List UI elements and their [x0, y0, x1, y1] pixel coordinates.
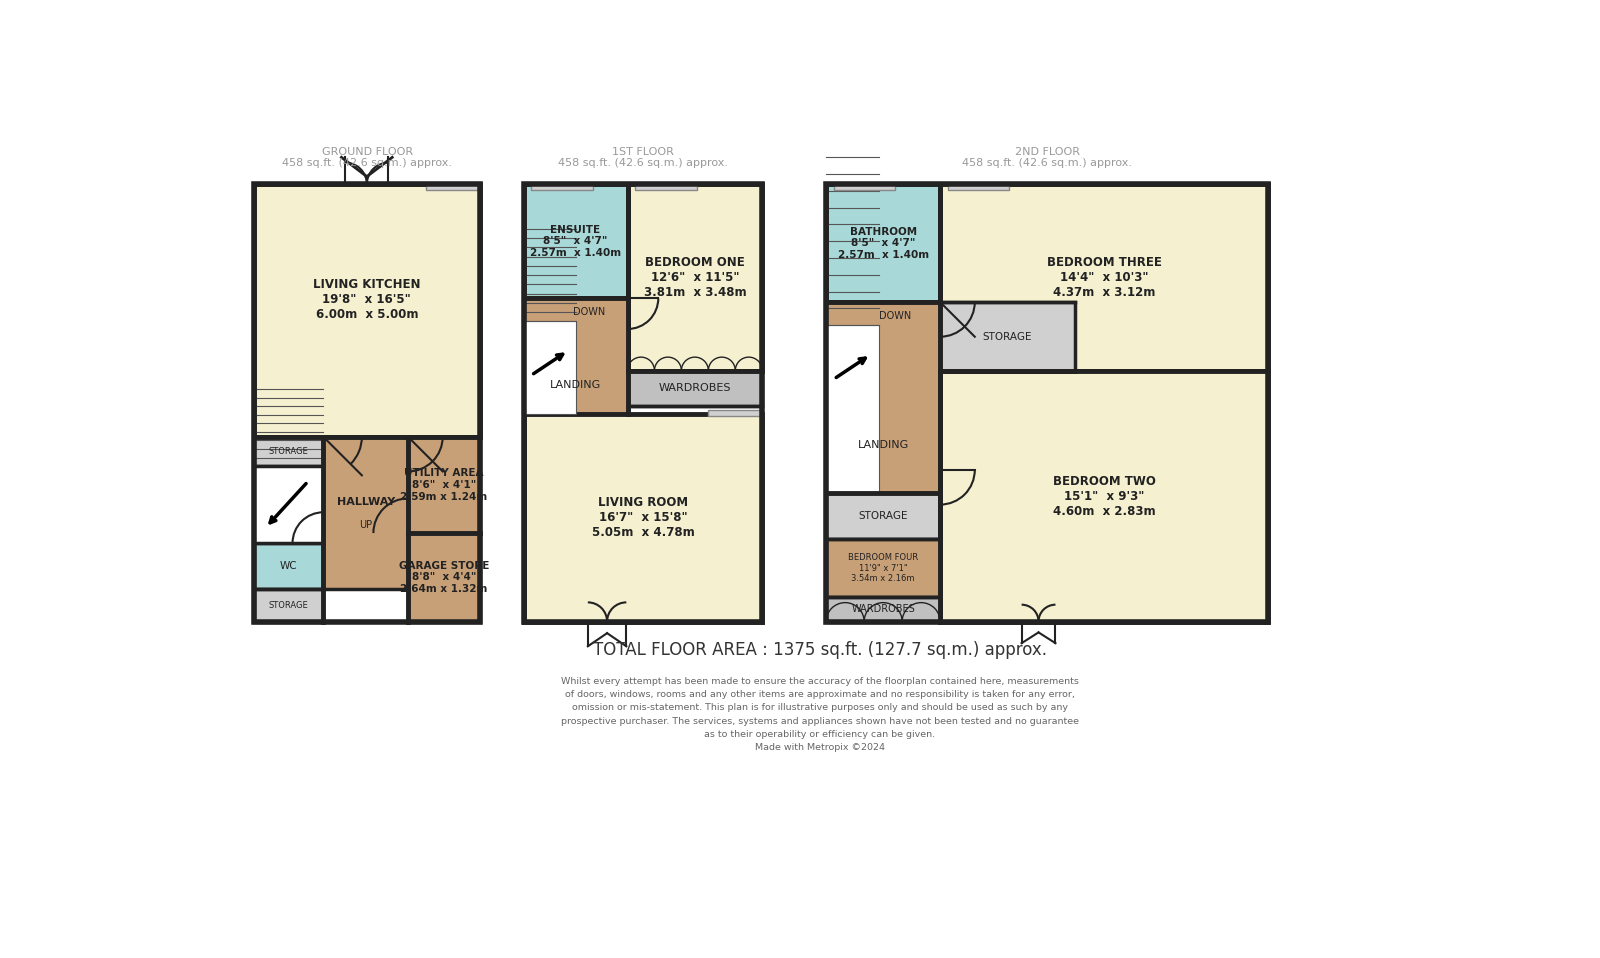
- Bar: [523, 184, 762, 622]
- Text: DOWN: DOWN: [880, 311, 912, 321]
- Text: UP: UP: [358, 519, 373, 530]
- Bar: [709, 410, 762, 416]
- Bar: [408, 437, 480, 533]
- Text: WARDROBES: WARDROBES: [659, 383, 731, 394]
- Bar: [627, 184, 762, 371]
- Bar: [826, 597, 941, 622]
- Text: TOTAL FLOOR AREA : 1375 sq.ft. (127.7 sq.m.) approx.: TOTAL FLOOR AREA : 1375 sq.ft. (127.7 sq…: [594, 641, 1046, 659]
- Bar: [941, 302, 1075, 372]
- Text: BEDROOM THREE
14'4"  x 10'3"
4.37m  x 3.12m: BEDROOM THREE 14'4" x 10'3" 4.37m x 3.12…: [1046, 256, 1162, 299]
- Text: WC: WC: [280, 561, 298, 571]
- Text: STORAGE: STORAGE: [858, 512, 907, 521]
- Text: LANDING: LANDING: [550, 379, 602, 390]
- Bar: [941, 184, 1269, 371]
- Text: UTILITY AREA
8'6"  x 4'1"
2.59m x 1.24m: UTILITY AREA 8'6" x 4'1" 2.59m x 1.24m: [400, 468, 488, 502]
- Text: STORAGE: STORAGE: [982, 331, 1032, 342]
- Bar: [834, 184, 896, 191]
- Bar: [826, 493, 941, 539]
- Bar: [523, 298, 627, 414]
- Bar: [254, 543, 323, 589]
- Bar: [941, 372, 1269, 622]
- Bar: [947, 184, 1010, 191]
- Bar: [254, 184, 480, 622]
- Bar: [523, 321, 576, 414]
- Text: STORAGE: STORAGE: [269, 601, 309, 610]
- Text: 2ND FLOOR
458 sq.ft. (42.6 sq.m.) approx.: 2ND FLOOR 458 sq.ft. (42.6 sq.m.) approx…: [962, 147, 1133, 168]
- Text: BEDROOM FOUR
11'9" x 7'1"
3.54m x 2.16m: BEDROOM FOUR 11'9" x 7'1" 3.54m x 2.16m: [848, 553, 918, 583]
- Text: LIVING ROOM
16'7"  x 15'8"
5.05m  x 4.78m: LIVING ROOM 16'7" x 15'8" 5.05m x 4.78m: [592, 496, 694, 539]
- Text: Whilst every attempt has been made to ensure the accuracy of the floorplan conta: Whilst every attempt has been made to en…: [562, 677, 1078, 752]
- Bar: [523, 414, 762, 622]
- Bar: [323, 437, 408, 589]
- Text: BEDROOM TWO
15'1"  x 9'3"
4.60m  x 2.83m: BEDROOM TWO 15'1" x 9'3" 4.60m x 2.83m: [1053, 475, 1155, 518]
- Bar: [254, 467, 323, 543]
- Text: 1ST FLOOR
458 sq.ft. (42.6 sq.m.) approx.: 1ST FLOOR 458 sq.ft. (42.6 sq.m.) approx…: [558, 147, 728, 168]
- Text: HALLWAY: HALLWAY: [336, 496, 395, 507]
- Text: STORAGE: STORAGE: [269, 447, 309, 456]
- Bar: [627, 371, 762, 406]
- Bar: [531, 184, 594, 191]
- Text: ENSUITE
8'5"  x 4'7"
2.57m  x 1.40m: ENSUITE 8'5" x 4'7" 2.57m x 1.40m: [530, 224, 621, 258]
- Bar: [635, 184, 698, 191]
- Bar: [826, 539, 941, 597]
- Bar: [408, 533, 480, 622]
- Text: BATHROOM
8'5"  x 4'7"
2.57m  x 1.40m: BATHROOM 8'5" x 4'7" 2.57m x 1.40m: [837, 226, 928, 260]
- Text: GARAGE STORE
8'8"  x 4'4"
2.64m x 1.32m: GARAGE STORE 8'8" x 4'4" 2.64m x 1.32m: [398, 560, 490, 594]
- Bar: [826, 184, 941, 302]
- Bar: [426, 184, 480, 191]
- Bar: [826, 184, 1269, 622]
- Text: DOWN: DOWN: [573, 308, 605, 317]
- Text: BEDROOM ONE
12'6"  x 11'5"
3.81m  x 3.48m: BEDROOM ONE 12'6" x 11'5" 3.81m x 3.48m: [643, 256, 746, 299]
- Text: GROUND FLOOR
458 sq.ft. (42.6 sq.m.) approx.: GROUND FLOOR 458 sq.ft. (42.6 sq.m.) app…: [282, 147, 453, 168]
- Bar: [254, 437, 323, 467]
- Bar: [826, 302, 941, 493]
- Text: LIVING KITCHEN
19'8"  x 16'5"
6.00m  x 5.00m: LIVING KITCHEN 19'8" x 16'5" 6.00m x 5.0…: [314, 278, 421, 321]
- Bar: [826, 325, 878, 493]
- Text: WARDROBES: WARDROBES: [851, 604, 915, 614]
- Text: LANDING: LANDING: [858, 441, 909, 450]
- Bar: [254, 589, 323, 622]
- Bar: [254, 184, 480, 437]
- Bar: [523, 184, 627, 298]
